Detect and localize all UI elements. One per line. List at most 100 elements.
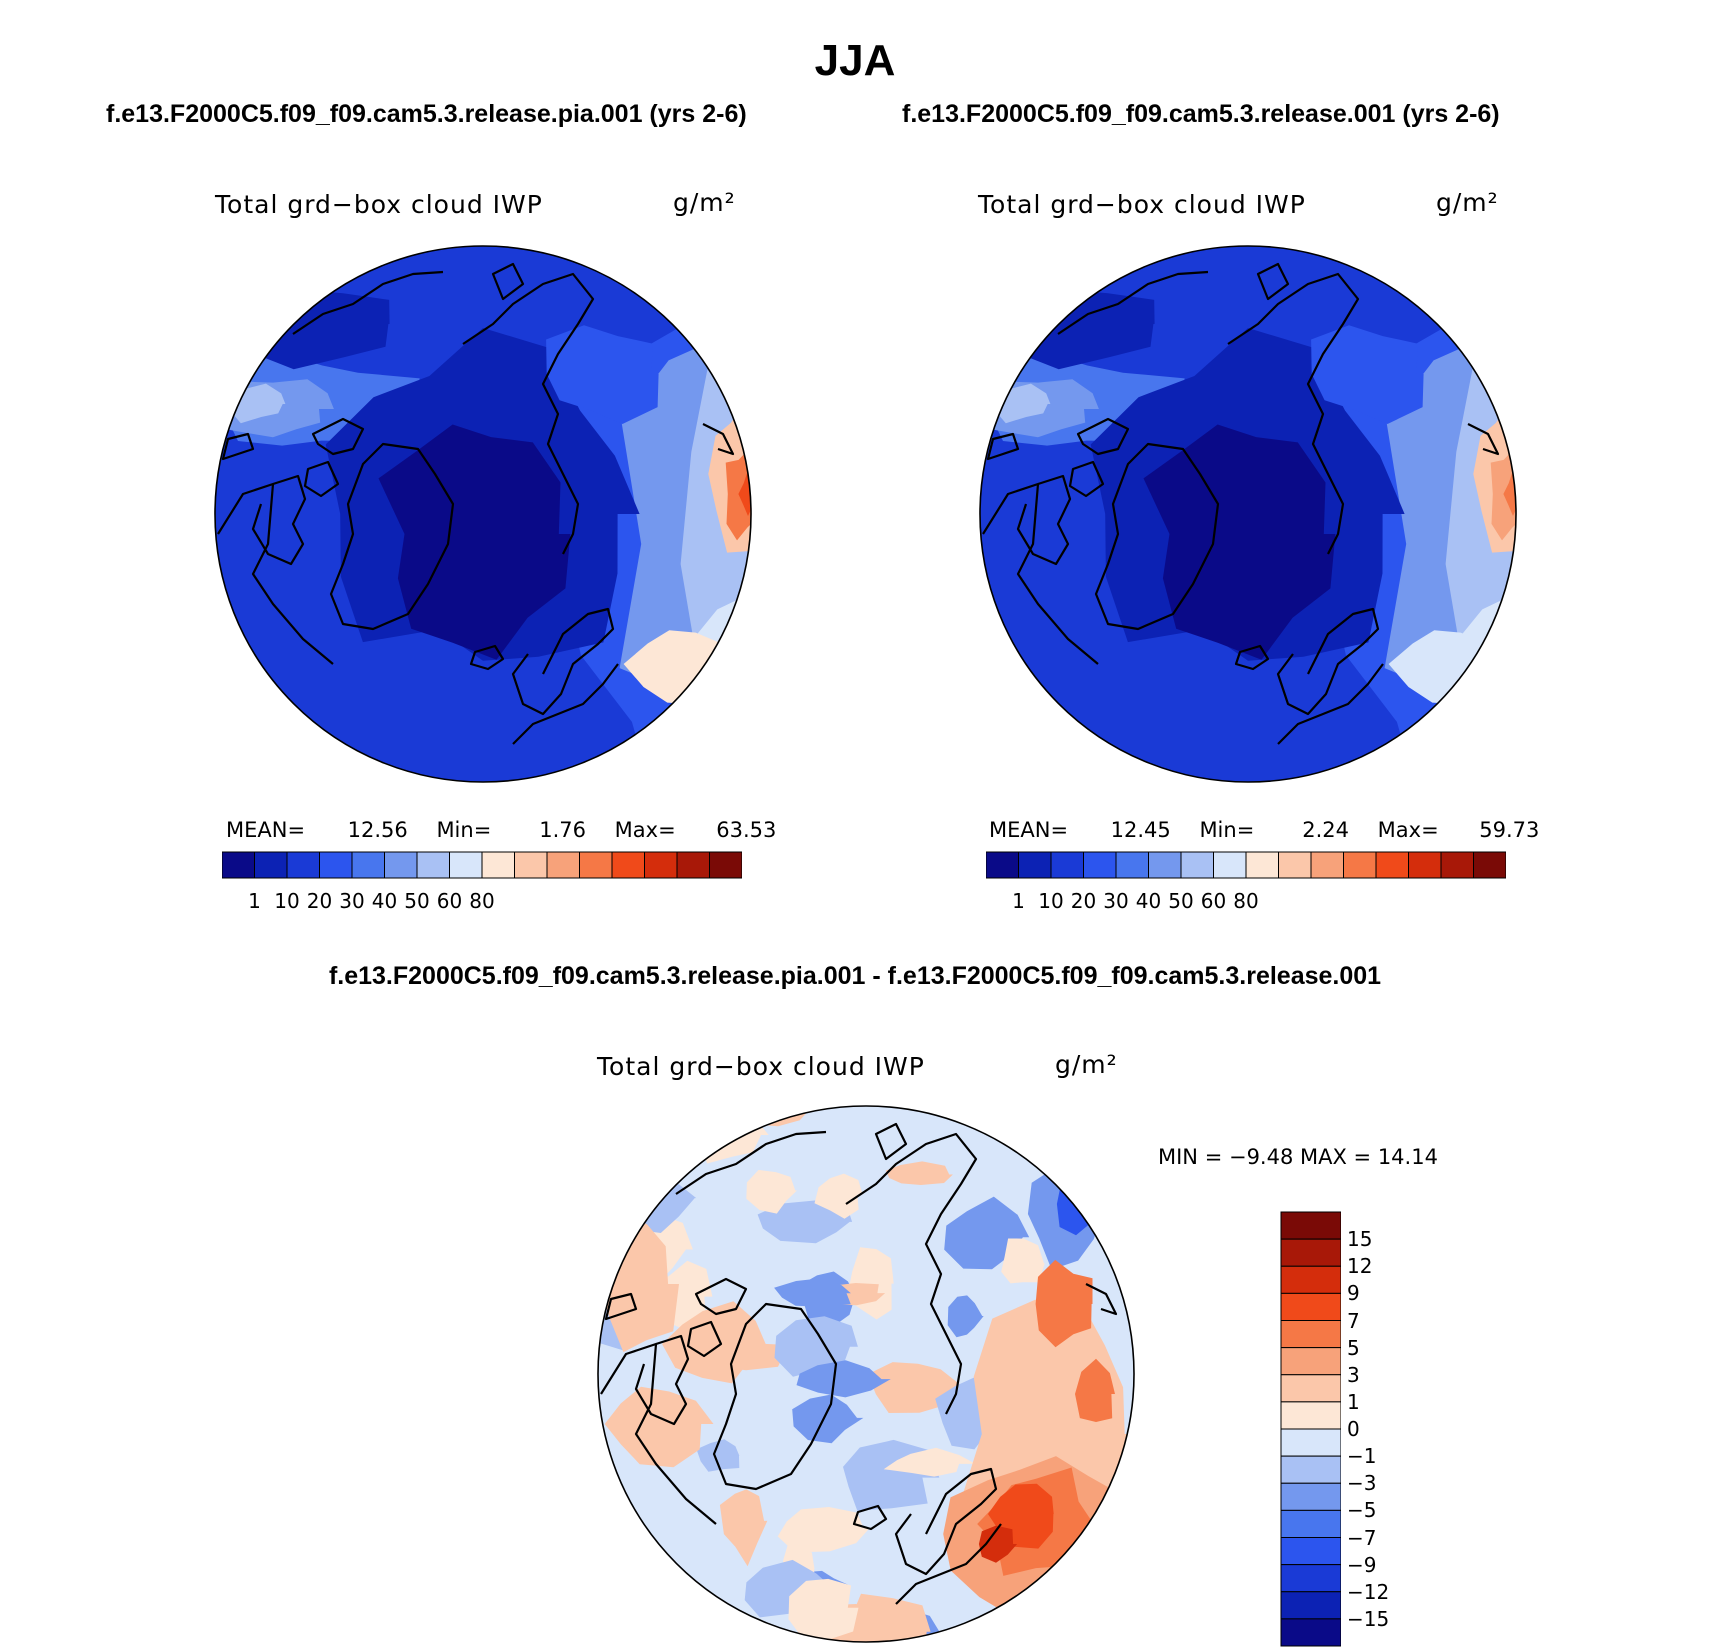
contour-region (696, 1439, 740, 1472)
polar-map-left (214, 245, 752, 783)
colorbar-diff (1280, 1211, 1341, 1647)
colorbar-swatch (1375, 851, 1409, 879)
contour-region (1035, 1259, 1093, 1348)
colorbar-swatch (1050, 851, 1084, 879)
colorbar-swatch (1280, 1428, 1341, 1457)
colorbar-swatch (611, 851, 645, 879)
colorbar-swatch (1280, 1238, 1341, 1267)
contour-region (885, 1161, 953, 1185)
contour-region (978, 1525, 1018, 1563)
colorbar-swatch (1148, 851, 1182, 879)
colorbar-swatch (1473, 851, 1506, 879)
colorbar-swatch (1280, 1401, 1341, 1430)
colorbar-tick-label: 1 (1347, 1389, 1360, 1414)
mean-value: 12.45 (1110, 818, 1171, 842)
coastline (1094, 442, 1220, 631)
colorbar-right (986, 851, 1506, 879)
colorbar-swatch (546, 851, 580, 879)
coastline (600, 1342, 717, 1525)
coastline (1256, 262, 1290, 301)
panel-stats: MEAN= 12.56 Min= 1.76 Max= 63.53 (226, 818, 776, 842)
colorbar-swatch (1280, 1509, 1341, 1538)
colorbar-tick-label: −3 (1347, 1471, 1377, 1496)
coastline (686, 1320, 723, 1358)
coastline (217, 482, 334, 665)
panel-variable-label: Total grd−box cloud IWP (215, 190, 543, 219)
colorbar-swatch (1278, 851, 1312, 879)
min-label: Min= (1199, 818, 1255, 842)
colorbar-tick-label: 50 (1168, 889, 1194, 913)
colorbar-swatch (1280, 1482, 1341, 1511)
case-right-title: f.e13.F2000C5.f09_f09.cam5.3.release.001… (902, 100, 1500, 128)
coastline (852, 1504, 888, 1531)
colorbar-swatch (1115, 851, 1149, 879)
colorbar-tick-label: 80 (1233, 889, 1259, 913)
min-label: Min= (436, 818, 492, 842)
coastline (512, 663, 619, 745)
panel-stats: MEAN= 12.45 Min= 2.24 Max= 59.73 (989, 818, 1539, 842)
contour-region (840, 1593, 931, 1642)
coastline (511, 607, 615, 716)
contour-region (796, 1360, 891, 1398)
colorbar-swatch (1280, 1292, 1341, 1321)
coastline (604, 1292, 638, 1321)
colorbar-swatch (1280, 1320, 1341, 1349)
max-value: 59.73 (1479, 818, 1540, 842)
coastline (221, 432, 255, 461)
colorbar-tick-label: 1 (248, 889, 261, 913)
colorbar-swatch (222, 851, 255, 879)
contour-region (378, 424, 571, 660)
colorbar-swatch (286, 851, 320, 879)
colorbar-swatch (1280, 1265, 1341, 1294)
colorbar-swatch (254, 851, 288, 879)
contour-region (1001, 1238, 1045, 1284)
contour-region (814, 1173, 863, 1219)
mean-label: MEAN= (226, 818, 306, 842)
colorbar-tick-label: 20 (306, 889, 333, 913)
panel-variable-label: Total grd−box cloud IWP (597, 1052, 925, 1081)
coastline (874, 1122, 908, 1161)
min-value: 1.76 (539, 818, 586, 842)
colorbar-tick-label: 60 (1200, 889, 1227, 913)
coastline (982, 482, 1099, 665)
colorbar-swatch (1310, 851, 1344, 879)
panel-units-label: g/m² (1436, 188, 1499, 217)
colorbar-tick-label: 20 (1070, 889, 1097, 913)
coastline (675, 1130, 827, 1195)
coastline (712, 1302, 838, 1491)
colorbar-tick-label: 60 (436, 889, 463, 913)
min-value: 2.24 (1302, 818, 1349, 842)
contour-region (604, 1386, 714, 1468)
colorbar-swatch (1280, 1618, 1341, 1647)
case-left-title: f.e13.F2000C5.f09_f09.cam5.3.release.pia… (106, 100, 747, 128)
colorbar-left (222, 851, 742, 879)
mean-label: MEAN= (989, 818, 1069, 842)
coastline (895, 1523, 1002, 1605)
figure-title: JJA (814, 36, 896, 85)
contour-region (777, 1507, 870, 1553)
colorbar-swatch (1280, 1455, 1341, 1484)
coastline (1276, 607, 1380, 716)
coastline (303, 460, 340, 498)
colorbar-swatch (1083, 851, 1117, 879)
colorbar-tick-label: 10 (274, 889, 300, 913)
colorbar-tick-label: −9 (1347, 1552, 1377, 1577)
contour-region (774, 1316, 858, 1377)
colorbar-swatch (1280, 1564, 1341, 1593)
coastline (311, 417, 365, 456)
colorbar-tick-label: −7 (1347, 1525, 1377, 1550)
colorbar-swatch (1018, 851, 1052, 879)
contour-region (774, 1278, 851, 1307)
diff-title: f.e13.F2000C5.f09_f09.cam5.3.release.pia… (328, 962, 1382, 990)
coastline (694, 1277, 748, 1316)
max-label: Max= (614, 818, 676, 842)
colorbar-tick-label: 15 (1347, 1227, 1373, 1252)
panel-variable-label: Total grd−box cloud IWP (978, 190, 1306, 219)
max-value: 63.53 (716, 818, 777, 842)
coastline (1085, 1283, 1118, 1316)
coastline (469, 644, 505, 671)
coastline (1016, 474, 1072, 566)
mean-value: 12.56 (347, 818, 408, 842)
contour-region (662, 1301, 766, 1384)
contour-region (1046, 1572, 1095, 1642)
